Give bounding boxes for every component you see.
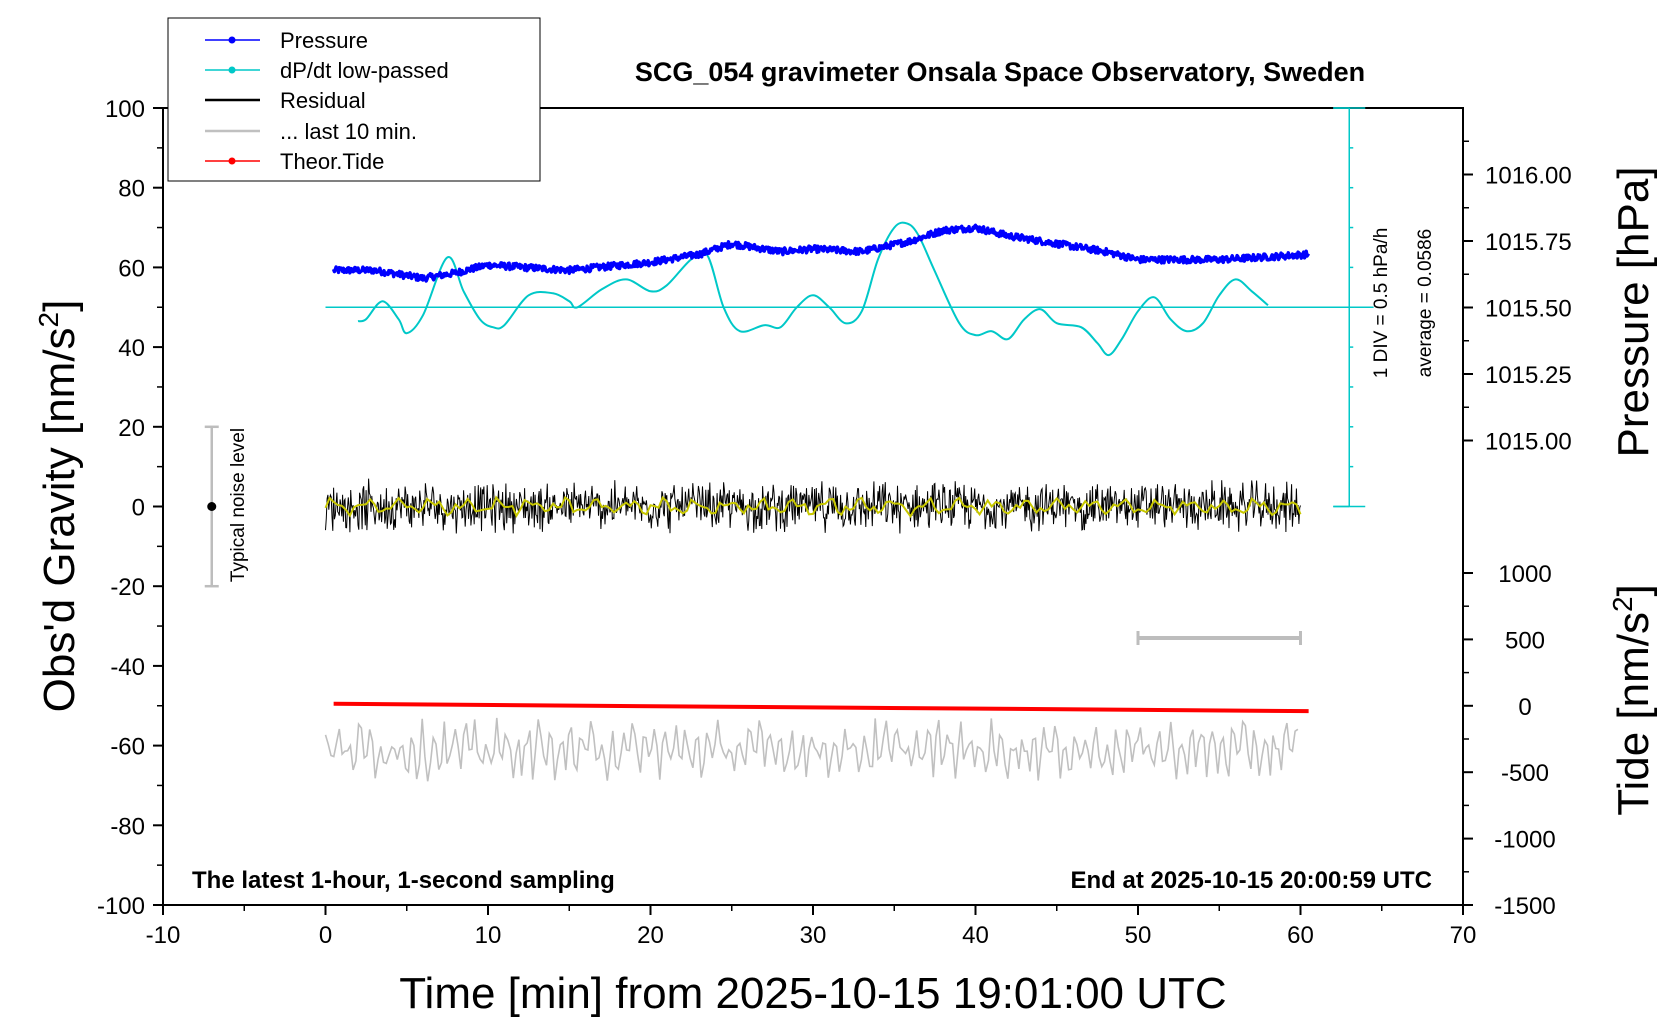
x-axis-title: Time [min] from 2025-10-15 19:01:00 UTC	[399, 969, 1226, 1018]
legend-marker-pressure	[228, 36, 236, 44]
noise-bar-center	[207, 502, 217, 511]
x-tick-label: 50	[1125, 922, 1152, 949]
y-left-tick-label: -100	[97, 893, 145, 920]
annotation-sampling: The latest 1-hour, 1-second sampling	[192, 867, 615, 894]
y-left-tick-label: -40	[110, 654, 145, 681]
y-tide-tick-label: 500	[1505, 627, 1545, 654]
legend-label-last10: ... last 10 min.	[280, 119, 417, 144]
dpdt-average-label: average = 0.0586	[1415, 229, 1436, 377]
y-axis-title-left-sup: 2	[33, 312, 64, 328]
legend-item-pressure: Pressure	[205, 28, 368, 53]
y-left-tick-label: 80	[118, 176, 145, 203]
y-pressure-tick-label: 1015.25	[1485, 362, 1572, 389]
y-tide-tick-label: -500	[1501, 760, 1549, 787]
last10min-series-line	[324, 717, 1299, 782]
y-pressure-tick-label: 1016.00	[1485, 163, 1572, 190]
x-tick-label: 60	[1287, 922, 1314, 949]
residual-series-line	[325, 478, 1301, 534]
legend-label-residual: Residual	[280, 88, 366, 113]
legend-marker-dpdt	[228, 66, 236, 74]
y-tide-tick-label: 1000	[1498, 561, 1551, 588]
data-series	[204, 107, 1374, 782]
legend-item-residual: Residual	[205, 88, 366, 113]
y-left-tick-label: 20	[118, 415, 145, 442]
residual-smoothed-line	[324, 495, 1302, 519]
y-axis-title-tide: Tide [nm/s2]	[1607, 584, 1658, 816]
x-tick-label: 70	[1450, 922, 1477, 949]
y-tide-tick-label: -1000	[1494, 827, 1555, 854]
y-tide-tick-label: -1500	[1494, 893, 1555, 920]
annotation-end-time: End at 2025-10-15 20:00:59 UTC	[1071, 867, 1433, 894]
pressure-series-line	[331, 223, 1311, 283]
x-tick-label: 10	[475, 922, 502, 949]
x-tick-label: 40	[962, 922, 989, 949]
y-left-tick-label: -20	[110, 574, 145, 601]
y-left-tick-label: 100	[105, 96, 145, 123]
y-left-tick-label: 0	[132, 495, 145, 522]
y-pressure-tick-label: 1015.50	[1485, 296, 1572, 323]
dpdt-series-line	[357, 221, 1269, 357]
legend-label-pressure: Pressure	[280, 28, 368, 53]
y-left-tick-label: -60	[110, 734, 145, 761]
dpdt-div-label: 1 DIV = 0.5 hPa/h	[1371, 228, 1392, 379]
legend-marker-tide	[228, 157, 236, 165]
y-axis-title-left: Obs'd Gravity [nm/s2]	[33, 300, 84, 713]
y-left-tick-label: -80	[110, 813, 145, 840]
legend-item-tide: Theor.Tide	[205, 149, 384, 174]
x-tick-label: 20	[637, 922, 664, 949]
legend-item-dpdt: dP/dt low-passed	[205, 58, 449, 83]
x-tick-label: 0	[319, 922, 332, 949]
x-tick-label: 30	[800, 922, 827, 949]
y-pressure-tick-label: 1015.75	[1485, 229, 1572, 256]
noise-level-label: Typical noise level	[228, 428, 249, 582]
y-pressure-tick-label: 1015.00	[1485, 429, 1572, 456]
chart-title: SCG_054 gravimeter Onsala Space Observat…	[635, 57, 1365, 87]
tide-series-line	[333, 701, 1309, 714]
y-tide-tick-label: 0	[1518, 694, 1531, 721]
legend-label-tide: Theor.Tide	[280, 149, 384, 174]
axis-ticks: -10 0 10 20 30 40 50 60 70-100-80-60-40-20020406…	[97, 96, 1572, 949]
x-tick-label: -10	[146, 922, 181, 949]
y-left-tick-label: 40	[118, 335, 145, 362]
y-axis-title-pressure: Pressure [hPa]	[1609, 166, 1658, 457]
legend-label-dpdt: dP/dt low-passed	[280, 58, 449, 83]
legend-item-last10: ... last 10 min.	[205, 119, 417, 144]
legend: Pressure dP/dt low-passed Residual ... l…	[167, 17, 541, 182]
y-axis-title-tide-sup: 2	[1607, 596, 1638, 612]
y-left-tick-label: 60	[118, 255, 145, 282]
